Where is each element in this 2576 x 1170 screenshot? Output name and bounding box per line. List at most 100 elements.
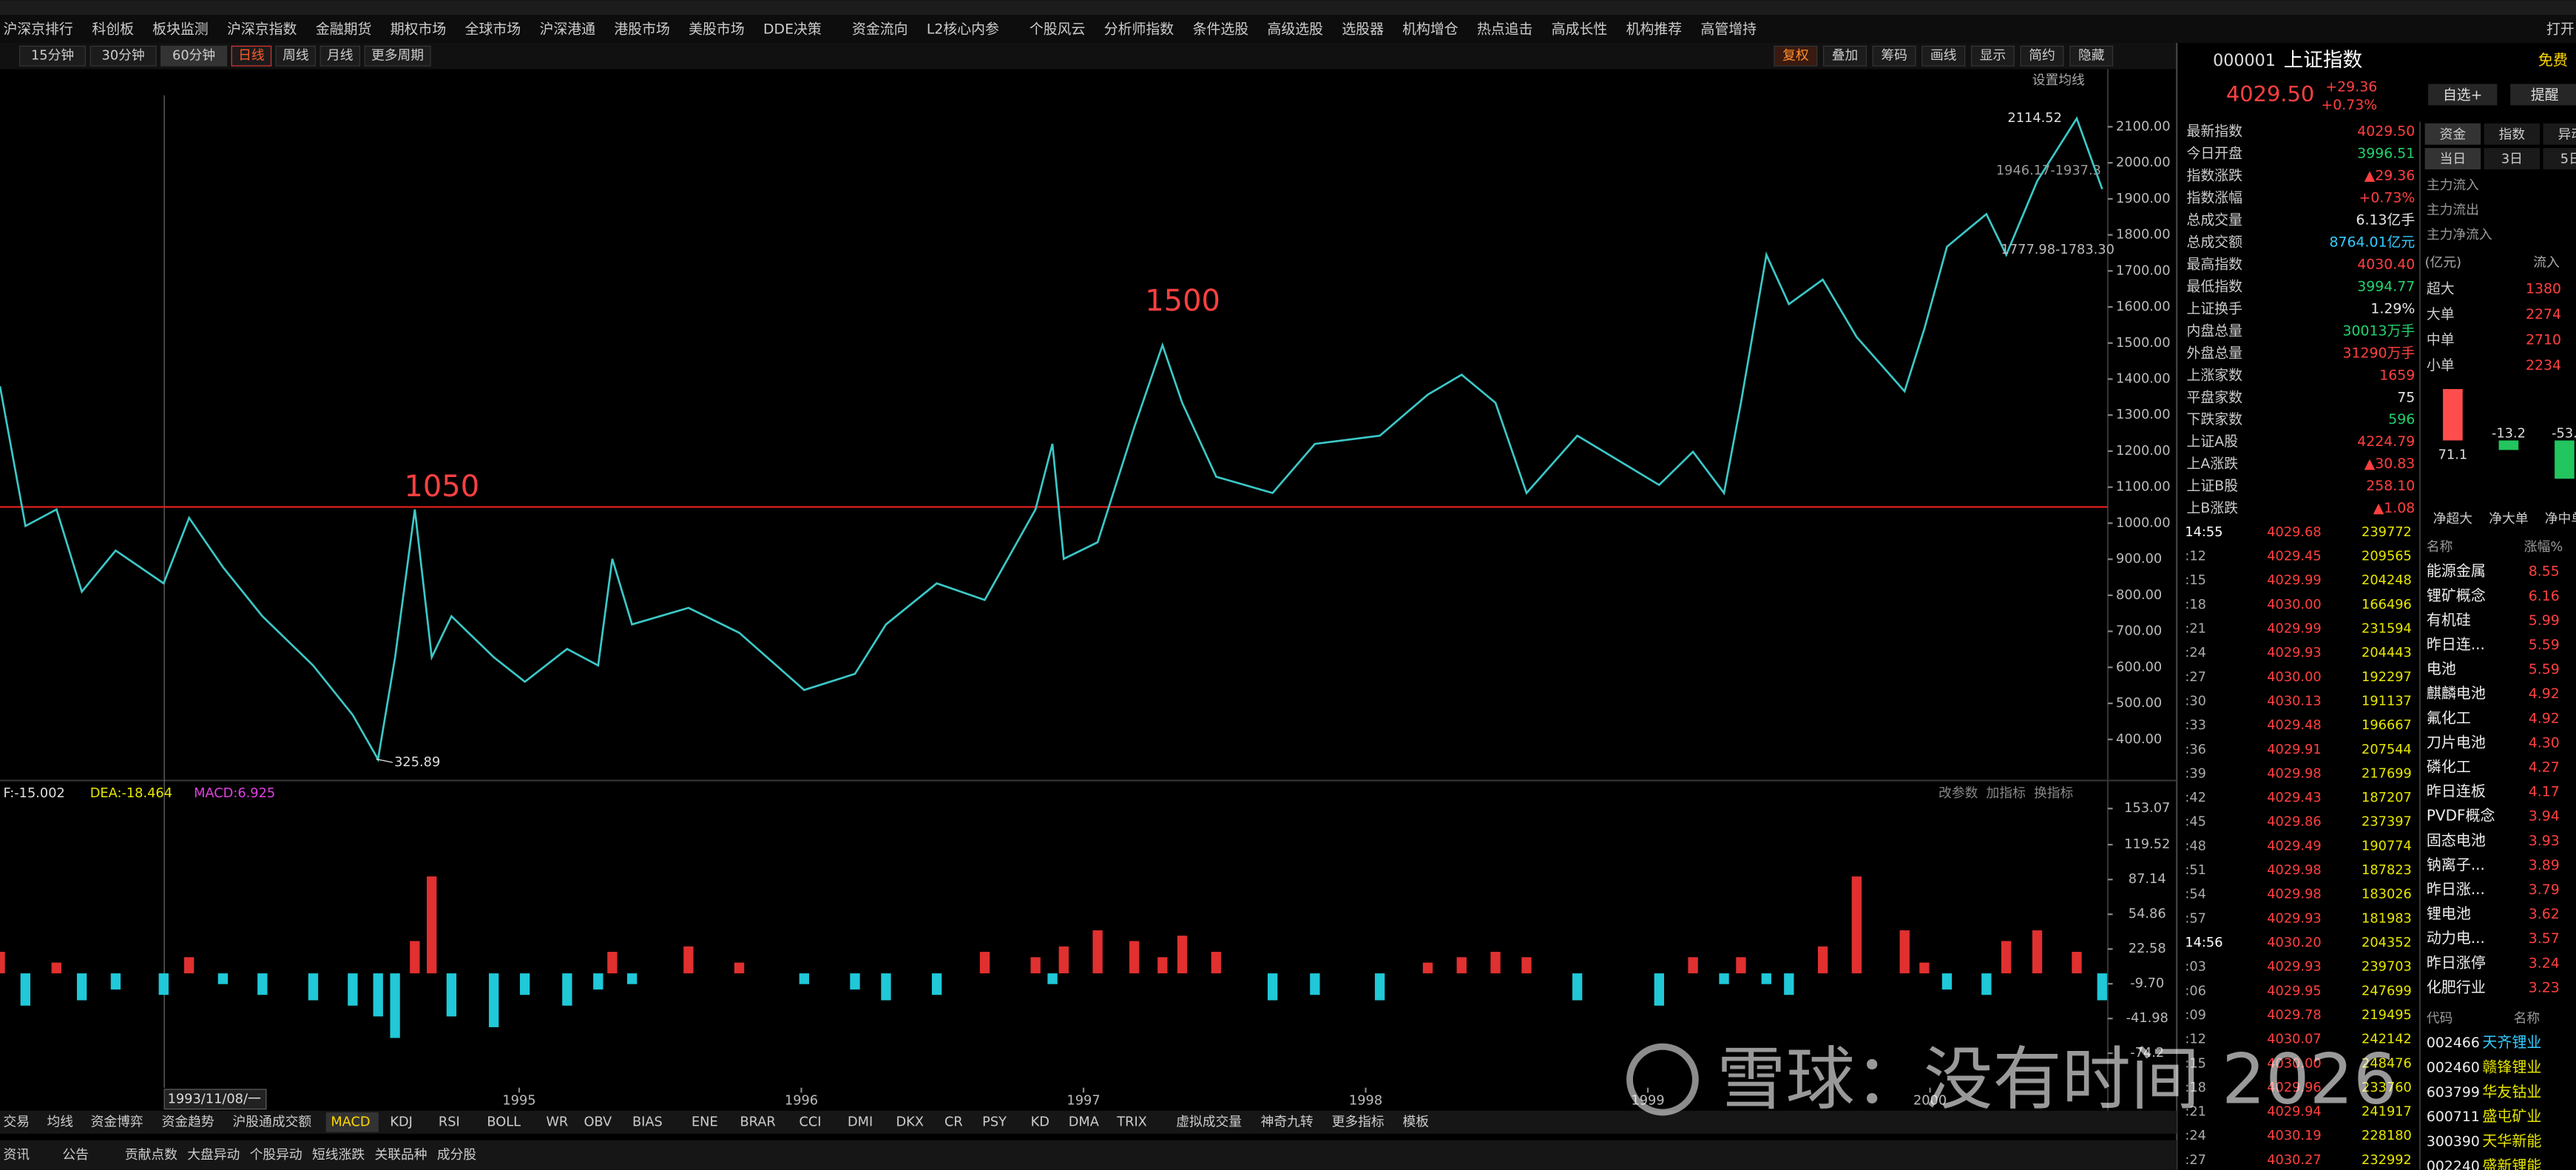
flow-tab[interactable]: [2543, 123, 2576, 145]
stock-name[interactable]: 盛新锂能: [2482, 1157, 2541, 1170]
indicator-tab[interactable]: ENE: [692, 1115, 718, 1129]
period-label[interactable]: 更多周期: [371, 48, 424, 64]
indicator-tab[interactable]: 资金博弈: [91, 1114, 143, 1129]
stock-name[interactable]: 天齐锂业: [2482, 1033, 2541, 1051]
stock-code[interactable]: 300390: [2427, 1134, 2480, 1150]
tool-button[interactable]: [1822, 45, 1867, 67]
quote-button-label[interactable]: 提醒: [2531, 87, 2559, 104]
stock-code[interactable]: 600711: [2427, 1109, 2480, 1125]
flow-period-label[interactable]: 当日: [2440, 152, 2467, 167]
stock-name[interactable]: 华友钴业: [2482, 1083, 2541, 1100]
menu-item[interactable]: 高级选股: [1268, 21, 1324, 38]
indicator-tab[interactable]: 资金趋势: [162, 1114, 214, 1129]
period-button[interactable]: [160, 45, 228, 67]
stock-code[interactable]: 002240: [2427, 1158, 2480, 1170]
bottom-tab[interactable]: 贡献点数: [125, 1147, 178, 1163]
menu-item[interactable]: 条件选股: [1193, 21, 1249, 38]
sector-name[interactable]: 昨日连...: [2427, 635, 2485, 653]
indicator-tab[interactable]: BIAS: [632, 1115, 663, 1129]
flow-period-label[interactable]: 5日: [2560, 152, 2576, 167]
menu-item[interactable]: 分析师指数: [1104, 21, 1174, 38]
tool-label[interactable]: 隐藏: [2078, 48, 2105, 64]
period-button[interactable]: [89, 45, 157, 67]
menu-item[interactable]: 沪深京排行: [3, 21, 72, 38]
period-label[interactable]: 30分钟: [102, 48, 145, 64]
indicator-tab[interactable]: DMI: [848, 1115, 873, 1129]
bottom-tab[interactable]: 公告: [62, 1147, 89, 1163]
sector-name[interactable]: 磷化工: [2427, 758, 2471, 776]
quote-button[interactable]: [2428, 84, 2498, 106]
period-button[interactable]: [320, 45, 361, 67]
flow-period[interactable]: [2424, 148, 2481, 170]
menu-item[interactable]: 板块监测: [152, 21, 209, 38]
indicator-tab[interactable]: 均线: [47, 1114, 74, 1129]
period-label[interactable]: 周线: [283, 48, 309, 64]
quote-button[interactable]: [2510, 84, 2576, 106]
menu-item[interactable]: 热点追击: [1477, 21, 1532, 38]
tool-label[interactable]: 复权: [1782, 48, 1809, 64]
period-label[interactable]: 月线: [327, 48, 354, 64]
indicator-tab[interactable]: PSY: [982, 1115, 1007, 1129]
indicator-tab[interactable]: BOLL: [487, 1115, 521, 1129]
indicator-tool[interactable]: 改参数: [1938, 785, 1978, 801]
menu-item[interactable]: 金融期货: [316, 21, 372, 38]
menu-item[interactable]: 资金流向: [852, 21, 908, 38]
flow-period-label[interactable]: 3日: [2501, 152, 2523, 167]
ma-button[interactable]: 设置均线: [2032, 72, 2085, 88]
indicator-tab[interactable]: BRAR: [740, 1115, 775, 1129]
menu-item[interactable]: 全球市场: [465, 21, 521, 38]
sector-name[interactable]: 锂矿概念: [2427, 586, 2486, 604]
indicator-tab[interactable]: MACD: [331, 1115, 370, 1129]
period-label[interactable]: 15分钟: [31, 48, 74, 64]
flow-period[interactable]: [2543, 148, 2576, 170]
menu-item[interactable]: 高管增持: [1700, 21, 1757, 38]
indicator-tab[interactable]: OBV: [584, 1115, 612, 1129]
sector-name[interactable]: 能源金属: [2427, 562, 2486, 580]
stock-name[interactable]: 盛屯矿业: [2482, 1107, 2541, 1125]
flow-tab-label[interactable]: 异动: [2558, 126, 2576, 142]
indicator-tab[interactable]: TRIX: [1116, 1115, 1147, 1129]
tool-label[interactable]: 简约: [2029, 48, 2055, 64]
indicator-tab[interactable]: 交易: [3, 1114, 30, 1129]
period-label[interactable]: 60分钟: [172, 48, 215, 64]
menu-item[interactable]: 选股器: [1342, 21, 1384, 38]
indicator-tab[interactable]: DKX: [896, 1115, 924, 1129]
menu-item[interactable]: DDE决策: [763, 21, 822, 38]
sector-name[interactable]: 电池: [2427, 660, 2456, 677]
indicator-tool[interactable]: 加指标: [1987, 785, 2026, 801]
bottom-tab[interactable]: 短线涨跌: [312, 1147, 365, 1163]
tool-label[interactable]: 筹码: [1881, 48, 1907, 64]
sector-name[interactable]: 刀片电池: [2427, 733, 2486, 751]
period-label[interactable]: 日线: [238, 48, 265, 64]
indicator-tab[interactable]: 更多指标: [1332, 1114, 1385, 1129]
indicator-tab[interactable]: 模板: [1403, 1114, 1430, 1129]
stock-code[interactable]: 002466: [2427, 1035, 2480, 1051]
indicator-tab[interactable]: 沪股通成交额: [233, 1114, 312, 1129]
sector-name[interactable]: 昨日涨停: [2427, 953, 2486, 971]
sector-name[interactable]: 动力电...: [2427, 929, 2485, 947]
indicator-tool[interactable]: 换指标: [2034, 785, 2073, 801]
period-button[interactable]: [231, 45, 272, 67]
sector-name[interactable]: 昨日连板: [2427, 782, 2486, 800]
menu-item[interactable]: 科创板: [92, 21, 134, 38]
menu-item[interactable]: 沪深港通: [539, 21, 595, 38]
period-button[interactable]: [275, 45, 317, 67]
sector-name[interactable]: 钠离子...: [2427, 856, 2485, 873]
stock-name[interactable]: 赣锋锂业: [2482, 1058, 2541, 1076]
tool-button[interactable]: [1872, 45, 1916, 67]
tool-button[interactable]: [2069, 45, 2114, 67]
indicator-tab[interactable]: DMA: [1069, 1115, 1099, 1129]
flow-tab-label[interactable]: 资金: [2440, 126, 2467, 142]
tool-button[interactable]: [1921, 45, 1966, 67]
stock-code[interactable]: 002460: [2427, 1060, 2480, 1076]
menu-item[interactable]: 沪深京指数: [227, 21, 297, 38]
menu-item[interactable]: 期权市场: [391, 21, 447, 38]
menu-item[interactable]: 美股市场: [689, 21, 744, 38]
sector-name[interactable]: 昨日涨...: [2427, 880, 2485, 898]
tool-label[interactable]: 画线: [1930, 48, 1957, 64]
menu-item[interactable]: L2核心内参: [927, 21, 999, 38]
menu-item[interactable]: 打开: [2546, 21, 2575, 38]
period-button[interactable]: [18, 45, 87, 67]
tool-button[interactable]: [1774, 45, 1818, 67]
flow-period[interactable]: [2484, 148, 2540, 170]
